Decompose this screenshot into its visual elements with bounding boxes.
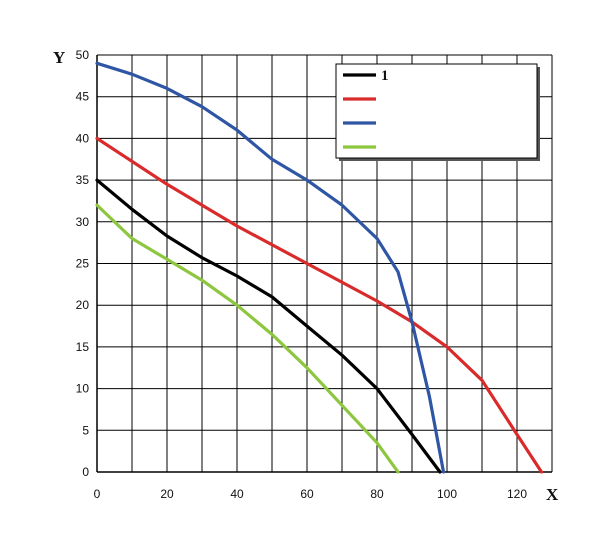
x-tick-label: 120 [507,487,527,501]
x-tick-label: 40 [230,487,244,501]
y-tick-label: 0 [82,465,89,479]
x-tick-label: 0 [94,487,101,501]
x-tick-label: 100 [437,487,457,501]
series-lines [95,61,544,474]
y-tick-label: 40 [76,131,90,145]
x-tick-label: 20 [160,487,174,501]
tick-labels: 0 20 40 60 80 100 120 0 5 10 15 20 25 30 35 40 45 50 [76,48,528,501]
y-tick-label: 15 [76,340,90,354]
series-line-2 [95,136,544,474]
y-tick-label: 35 [76,173,90,187]
y-tick-label: 30 [76,215,90,229]
series-line-3 [95,61,446,474]
axes [96,55,552,473]
y-tick-label: 20 [76,298,90,312]
x-tick-label: 60 [300,487,314,501]
legend-label-1: 1 [381,68,389,84]
x-axis-label: X [546,485,559,504]
y-tick-label: 10 [76,382,90,396]
legend-box [335,63,538,159]
series-line-1 [95,178,442,474]
y-tick-label: 45 [76,90,90,104]
series-line-4 [95,203,400,474]
y-tick-label: 50 [76,48,90,62]
y-tick-label: 25 [76,257,90,271]
legend: 1 [335,63,540,161]
y-tick-label: 5 [82,423,89,437]
y-axis-label: Y [53,48,65,67]
x-tick-label: 80 [370,487,384,501]
